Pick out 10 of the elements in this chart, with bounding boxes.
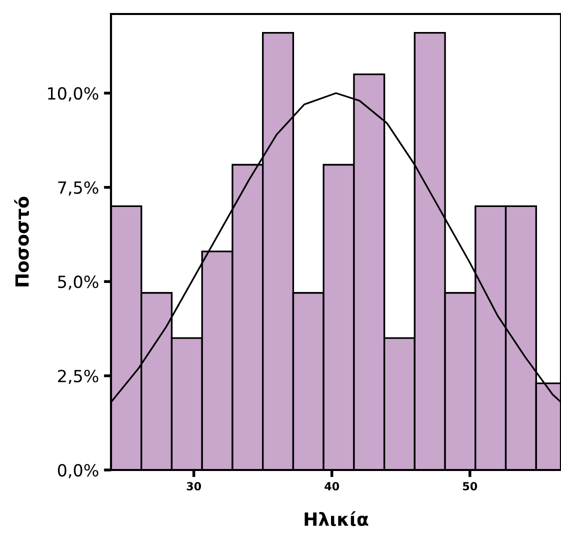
- y-tick-label: 7,5%: [58, 181, 98, 196]
- y-tick-label: 2,5%: [58, 370, 98, 384]
- x-tick-label: 30: [186, 482, 202, 490]
- x-tick-label: 50: [463, 482, 478, 490]
- y-tick-label: 0,0%: [58, 464, 98, 478]
- y-tick-label: 5,0%: [58, 276, 98, 290]
- y-tick-label: 10,0%: [48, 87, 98, 102]
- x-tick-label: 40: [324, 482, 340, 490]
- y-axis-title: Ποσοστό: [14, 196, 29, 286]
- x-axis-title: Ηλικία: [304, 511, 368, 526]
